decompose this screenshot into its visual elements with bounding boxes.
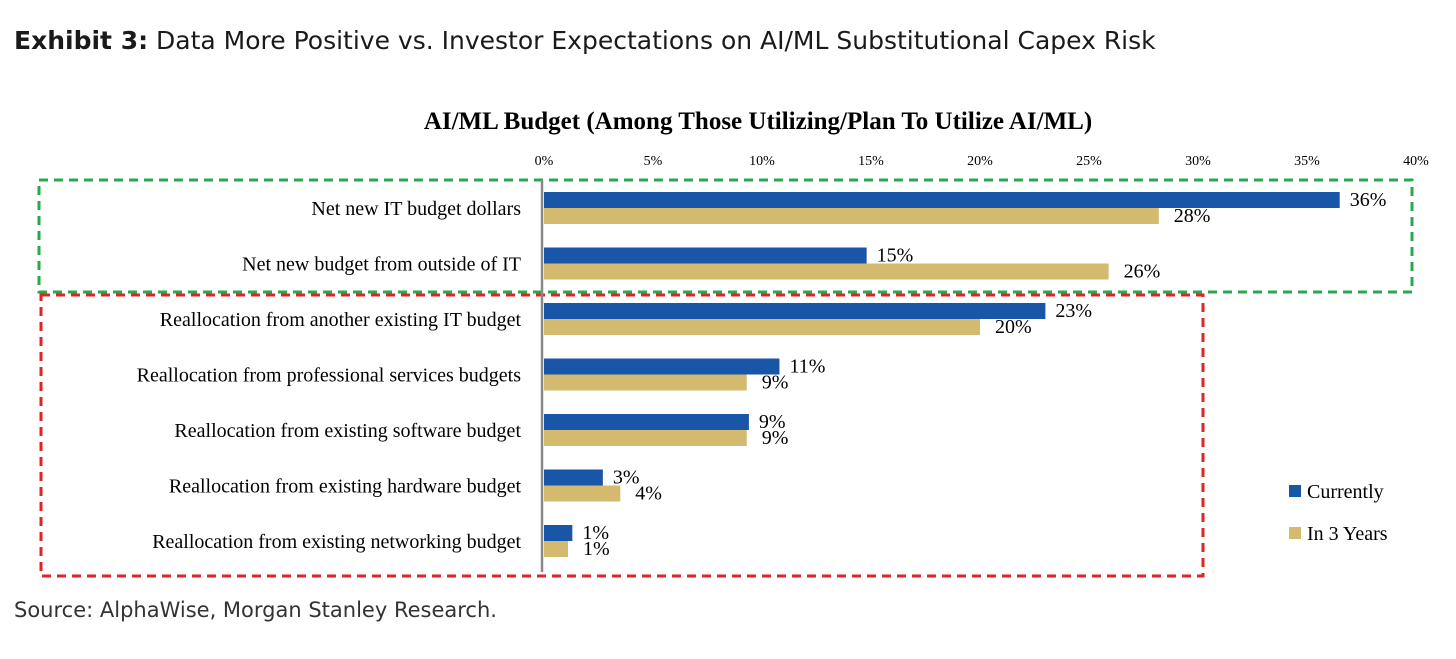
value-labels: 36%28%15%26%23%20%11%9%9%9%3%4%1%1% (582, 189, 1386, 560)
value-label-currently: 11% (789, 356, 825, 378)
new-budget-highlight-box (37, 178, 1414, 294)
legend-swatch-currently (1289, 485, 1301, 497)
value-label-currently: 1% (582, 522, 609, 544)
legend-label-currently: Currently (1307, 481, 1384, 503)
bar-currently (544, 414, 749, 430)
exhibit-label: Exhibit 3: (14, 26, 149, 55)
value-label-in-3-years: 20% (995, 316, 1032, 338)
x-tick-label: 10% (749, 154, 775, 169)
legend: Currently In 3 Years (1289, 481, 1388, 545)
bar-currently (544, 469, 603, 486)
x-tick-label: 0% (535, 154, 554, 169)
bars (544, 192, 1340, 557)
bar-in-3-years (544, 263, 1109, 280)
category-label: Reallocation from existing networking bu… (152, 531, 521, 553)
highlight-boxes (37, 178, 1414, 578)
bar-in-3-years (544, 541, 568, 557)
value-label-currently: 23% (1055, 300, 1092, 322)
reallocation-highlight-box (39, 293, 1205, 578)
value-label-in-3-years: 9% (762, 372, 789, 394)
bar-in-3-years (544, 485, 621, 502)
category-label: Reallocation from existing hardware budg… (169, 476, 522, 498)
x-tick-label: 5% (644, 154, 663, 169)
category-labels: Net new IT budget dollars Net new budget … (137, 198, 522, 553)
value-label-currently: 15% (877, 245, 914, 267)
x-tick-label: 40% (1403, 154, 1429, 169)
x-tick-label: 20% (967, 154, 993, 169)
category-label: Reallocation from another existing IT bu… (160, 309, 522, 331)
value-label-currently: 3% (613, 467, 640, 489)
bar-currently (544, 303, 1046, 319)
value-label-in-3-years: 26% (1124, 261, 1161, 283)
category-label: Reallocation from professional services … (137, 365, 522, 387)
source-note: Source: AlphaWise, Morgan Stanley Resear… (14, 598, 497, 622)
exhibit-title: Exhibit 3: Data More Positive vs. Invest… (14, 26, 1156, 55)
value-label-currently: 36% (1350, 189, 1387, 211)
x-axis-ticks: 0% 5% 10% 15% 20% 25% 30% 35% 40% (535, 154, 1430, 169)
exhibit-text: Data More Positive vs. Investor Expectat… (156, 26, 1156, 55)
value-label-in-3-years: 1% (583, 538, 610, 560)
x-tick-label: 25% (1076, 154, 1102, 169)
x-tick-label: 15% (858, 154, 884, 169)
bar-currently (544, 247, 867, 264)
value-label-currently: 9% (759, 411, 786, 433)
value-label-in-3-years: 4% (635, 483, 662, 505)
bar-currently (544, 192, 1340, 208)
legend-label-in-3-years: In 3 Years (1307, 523, 1388, 545)
category-label: Net new IT budget dollars (311, 198, 521, 220)
bar-in-3-years (544, 374, 747, 391)
value-label-in-3-years: 28% (1174, 205, 1211, 227)
bar-currently (544, 525, 573, 541)
value-label-in-3-years: 9% (762, 427, 789, 449)
x-tick-label: 30% (1185, 154, 1211, 169)
category-label: Net new budget from outside of IT (242, 254, 521, 276)
bar-in-3-years (544, 430, 747, 446)
bar-in-3-years (544, 208, 1159, 224)
bar-in-3-years (544, 319, 980, 335)
x-tick-label: 35% (1294, 154, 1320, 169)
legend-swatch-in-3-years (1289, 527, 1301, 539)
chart-title: AI/ML Budget (Among Those Utilizing/Plan… (424, 108, 1092, 135)
bar-currently (544, 358, 780, 375)
category-label: Reallocation from existing software budg… (174, 420, 521, 442)
